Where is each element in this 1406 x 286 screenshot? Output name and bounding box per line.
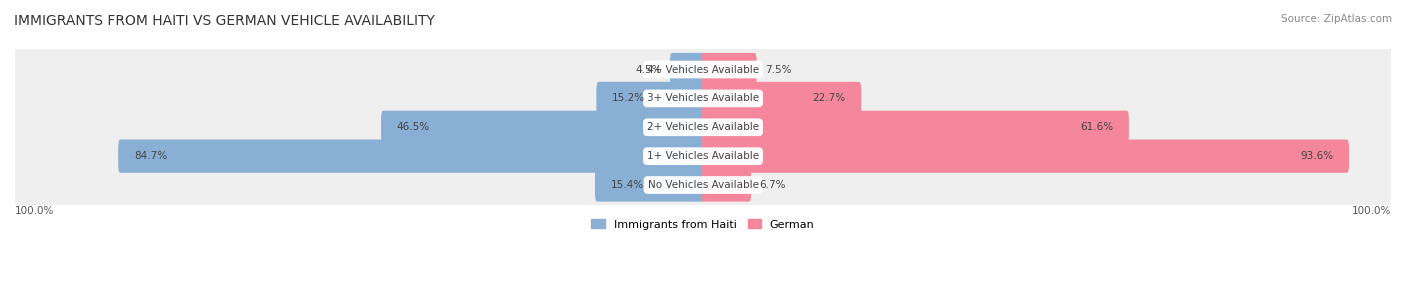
FancyBboxPatch shape: [381, 111, 704, 144]
Text: IMMIGRANTS FROM HAITI VS GERMAN VEHICLE AVAILABILITY: IMMIGRANTS FROM HAITI VS GERMAN VEHICLE …: [14, 14, 434, 28]
FancyBboxPatch shape: [11, 98, 1395, 156]
FancyBboxPatch shape: [702, 82, 862, 115]
FancyBboxPatch shape: [595, 168, 704, 202]
FancyBboxPatch shape: [11, 41, 1395, 98]
Text: 3+ Vehicles Available: 3+ Vehicles Available: [647, 94, 759, 104]
Text: 22.7%: 22.7%: [813, 94, 845, 104]
Text: 46.5%: 46.5%: [396, 122, 430, 132]
Text: 4+ Vehicles Available: 4+ Vehicles Available: [647, 65, 759, 75]
FancyBboxPatch shape: [11, 156, 1395, 214]
Text: 15.4%: 15.4%: [610, 180, 644, 190]
Text: 93.6%: 93.6%: [1301, 151, 1333, 161]
Text: 6.7%: 6.7%: [759, 180, 786, 190]
FancyBboxPatch shape: [11, 69, 1395, 127]
Text: 7.5%: 7.5%: [765, 65, 792, 75]
Text: 61.6%: 61.6%: [1080, 122, 1114, 132]
FancyBboxPatch shape: [11, 127, 1395, 185]
FancyBboxPatch shape: [702, 53, 756, 86]
Text: Source: ZipAtlas.com: Source: ZipAtlas.com: [1281, 14, 1392, 24]
FancyBboxPatch shape: [702, 168, 751, 202]
FancyBboxPatch shape: [118, 140, 704, 173]
FancyBboxPatch shape: [702, 140, 1348, 173]
Text: 4.5%: 4.5%: [636, 65, 662, 75]
Text: 84.7%: 84.7%: [134, 151, 167, 161]
Text: 15.2%: 15.2%: [612, 94, 645, 104]
Text: 2+ Vehicles Available: 2+ Vehicles Available: [647, 122, 759, 132]
FancyBboxPatch shape: [596, 82, 704, 115]
Text: 1+ Vehicles Available: 1+ Vehicles Available: [647, 151, 759, 161]
FancyBboxPatch shape: [671, 53, 704, 86]
FancyBboxPatch shape: [702, 111, 1129, 144]
Text: No Vehicles Available: No Vehicles Available: [648, 180, 758, 190]
Text: 100.0%: 100.0%: [1351, 206, 1391, 216]
Text: 100.0%: 100.0%: [15, 206, 55, 216]
Legend: Immigrants from Haiti, German: Immigrants from Haiti, German: [586, 215, 820, 234]
